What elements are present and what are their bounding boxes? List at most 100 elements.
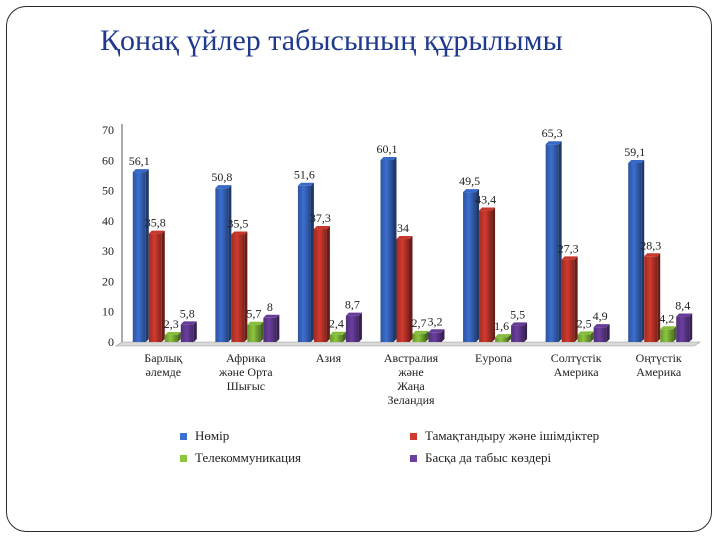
bar [396, 239, 410, 342]
data-label: 4,2 [659, 311, 674, 325]
bar [231, 234, 245, 342]
bar-side [393, 156, 397, 342]
data-label: 50,8 [211, 170, 232, 184]
bar-top [495, 334, 512, 338]
bar-side [193, 321, 197, 342]
bar [463, 192, 477, 342]
bar [511, 325, 525, 342]
x-tick-label: Солтүстік Америка [551, 351, 602, 379]
bar-side [276, 314, 280, 342]
bar [380, 159, 394, 342]
bar [263, 317, 277, 342]
x-tick-label: Африка және Орта Шығыс [218, 351, 273, 393]
bar-side [657, 253, 661, 342]
bar-side [228, 185, 232, 342]
data-label: 43,4 [475, 193, 496, 207]
bar [676, 316, 690, 342]
data-label: 35,5 [227, 216, 248, 230]
data-label: 51,6 [294, 168, 315, 182]
bar-top [247, 321, 264, 325]
bar-side [425, 330, 429, 342]
bar-side [590, 331, 594, 342]
bar-side [326, 226, 330, 342]
bar [593, 327, 607, 342]
data-label: 59,1 [624, 145, 645, 159]
bar [644, 256, 658, 342]
data-label: 5,7 [246, 307, 261, 321]
bar [561, 259, 575, 342]
data-label: 28,3 [640, 238, 661, 252]
x-tick-label: Азия [316, 351, 342, 365]
chart-floor [115, 341, 701, 347]
bar-side [260, 321, 264, 342]
data-label: 8,4 [675, 299, 690, 313]
data-label: 5,8 [180, 306, 195, 320]
bar-top [511, 322, 528, 326]
bar [545, 144, 559, 342]
bar [428, 332, 442, 342]
bar-top [676, 313, 693, 317]
data-label: 5,5 [510, 307, 525, 321]
bar [660, 329, 674, 342]
y-tick-label: 70 [102, 123, 114, 137]
y-tick-label: 20 [102, 274, 114, 288]
bar [164, 335, 178, 342]
x-tick-label: Оңтүстік Америка [636, 351, 682, 379]
bar-side [177, 332, 181, 342]
data-label: 1,6 [494, 319, 509, 333]
bar [345, 315, 359, 342]
bar-top [396, 236, 413, 240]
bar-side [492, 207, 496, 342]
bar-top [428, 329, 445, 333]
data-label: 65,3 [542, 126, 563, 140]
bar-side [310, 182, 314, 342]
bar [577, 334, 591, 342]
x-tick-label: Австралия және Жаңа Зеландия [384, 351, 439, 407]
bar-side [574, 256, 578, 342]
bar-side [342, 331, 346, 342]
y-tick-label: 60 [102, 153, 114, 167]
data-label: 2,4 [329, 317, 344, 331]
y-tick-label: 10 [102, 305, 114, 319]
bar [479, 210, 493, 342]
bar-side [441, 329, 445, 342]
bar-side [409, 236, 413, 342]
data-label: 2,7 [412, 316, 427, 330]
bar [495, 337, 509, 342]
x-tick-label: Барлық әлемде [144, 351, 182, 379]
bar-side [606, 324, 610, 342]
slide-frame [6, 6, 712, 532]
bar-top [628, 160, 645, 164]
data-label: 3,2 [428, 314, 443, 328]
bar-side [476, 189, 480, 342]
bar-top [148, 230, 165, 234]
y-tick-label: 50 [102, 184, 114, 198]
bar [180, 324, 194, 342]
data-label: 4,9 [593, 309, 608, 323]
data-label: 27,3 [558, 241, 579, 255]
bar-side [689, 313, 693, 342]
slide-title: Қонақ үйлер табысының құрылымы [100, 24, 563, 57]
bar-top [329, 331, 346, 335]
bar-side [145, 169, 149, 342]
bar [297, 185, 311, 342]
bar-top [297, 182, 314, 186]
bar-top [164, 332, 181, 336]
data-label: 8 [267, 300, 273, 314]
bar-side [673, 326, 677, 342]
bar-side [558, 141, 562, 342]
bar [412, 333, 426, 342]
data-label: 49,5 [459, 174, 480, 188]
bar-top [231, 231, 248, 235]
bar-top [215, 185, 232, 189]
bar-side [508, 334, 512, 342]
bar [148, 233, 162, 342]
bar-top [180, 321, 197, 325]
bar [247, 324, 261, 342]
bar-top [313, 226, 330, 230]
bar [329, 334, 343, 342]
bar-top [660, 326, 677, 330]
bar [628, 163, 642, 342]
data-label: 2,3 [164, 317, 179, 331]
